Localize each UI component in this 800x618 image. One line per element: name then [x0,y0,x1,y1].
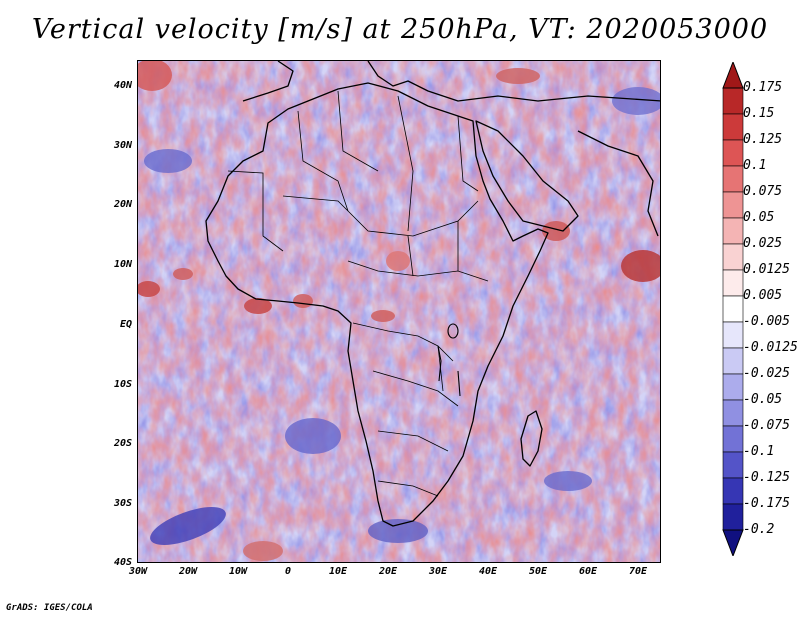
lat-label-10n: 10N [113,259,132,270]
colorbar-label: -0.125 [743,470,790,485]
colorbar-swatch [722,399,744,427]
colorbar-label: 0.075 [743,184,783,199]
coastlines [205,61,660,527]
colorbar-swatch [722,243,744,271]
colorbar-swatch [722,321,744,349]
lat-label-40s: 40S [113,557,132,568]
colorbar-label: -0.2 [743,522,775,537]
colorbar-label: -0.005 [743,314,790,329]
map-panel [137,60,661,563]
colorbar-swatch [722,217,744,245]
colorbar-swatches [722,87,744,531]
lon-label-40e: 40E [478,566,498,577]
colorbar-label: -0.175 [743,496,790,511]
colorbar-swatch [722,347,744,375]
colorbar [722,62,744,556]
colorbar-label: 0.005 [743,288,783,303]
lon-label-50e: 50E [528,566,548,577]
strong-ascent-patches [138,61,660,561]
colorbar-swatch [722,425,744,453]
colorbar-swatch [722,451,744,479]
lon-label-0: 0 [284,566,292,577]
lon-label-10w: 10W [228,566,248,577]
colorbar-label: -0.05 [743,392,783,407]
velocity-field [138,61,660,562]
colorbar-swatch [722,113,744,141]
colorbar-label: 0.05 [743,210,775,225]
lon-label-60e: 60E [578,566,598,577]
lon-label-20e: 20E [378,566,398,577]
lat-label-eq: EQ [119,319,132,330]
colorbar-label: -0.075 [743,418,790,433]
lon-label-70e: 70E [628,566,648,577]
colorbar-label: 0.125 [743,132,783,147]
strong-descent-patches [144,87,660,545]
lon-label-30e: 30E [428,566,448,577]
colorbar-bottom-arrow [722,529,744,556]
colorbar-swatch [722,477,744,505]
lakes [437,323,461,397]
colorbar-label: 0.15 [743,106,775,121]
lat-label-30n: 30N [113,140,132,151]
map-title: Vertical velocity [m/s] at 250hPa, VT: 2… [31,14,769,45]
lat-label-30s: 30S [113,498,132,509]
colorbar-swatch [722,87,744,115]
colorbar-label: -0.0125 [743,340,798,355]
grads-credit: GrADS: IGES/COLA [6,603,93,613]
lat-label-40n: 40N [113,80,132,91]
colorbar-swatch [722,139,744,167]
colorbar-label: 0.175 [743,80,783,95]
lon-label-10e: 10E [328,566,348,577]
lat-label-10s: 10S [113,379,132,390]
colorbar-swatch [722,295,744,323]
lon-label-20w: 20W [178,566,198,577]
country-borders [227,90,489,497]
lon-label-30w: 30W [128,566,148,577]
colorbar-swatch [722,269,744,297]
colorbar-label: 0.0125 [743,262,790,277]
colorbar-label: -0.025 [743,366,790,381]
lat-label-20s: 20S [113,438,132,449]
colorbar-label: 0.1 [743,158,767,173]
colorbar-swatch [722,191,744,219]
colorbar-label: 0.025 [743,236,783,251]
colorbar-swatch [722,165,744,193]
lat-label-20n: 20N [113,199,132,210]
colorbar-swatch [722,373,744,401]
colorbar-label: -0.1 [743,444,775,459]
colorbar-top-arrow [722,62,744,89]
colorbar-swatch [722,503,744,531]
